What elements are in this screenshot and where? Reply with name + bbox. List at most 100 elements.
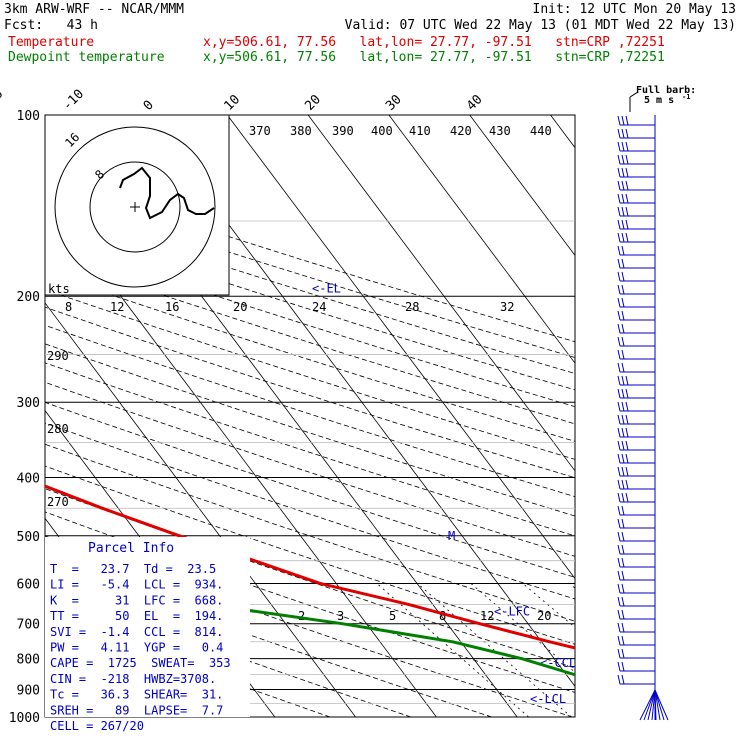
wind-barb-feather <box>621 596 625 607</box>
mixing-ratio-line <box>417 583 572 717</box>
wind-barb-feather <box>617 362 621 373</box>
wind-barb-surface <box>647 689 656 721</box>
wind-barbs <box>617 115 669 721</box>
wind-barb-feather <box>621 375 625 386</box>
wind-barb-feather <box>621 492 625 503</box>
parcel-info-row: LI = -5.4 LCL = 934. <box>50 578 223 592</box>
theta-label: 420 <box>450 124 472 138</box>
wind-barb-feather <box>621 661 625 672</box>
wind-barb-surface <box>654 689 669 721</box>
parcel-info-title: Parcel Info <box>88 541 174 556</box>
wind-barb-feather <box>621 115 625 126</box>
wind-barb-feather <box>617 622 621 633</box>
wind-barb-feather <box>621 245 625 256</box>
wind-barb-feather <box>617 674 621 685</box>
level-marker: <-EL <box>312 281 341 295</box>
wind-barb-feather <box>617 453 621 464</box>
parcel-info-row: T = 23.7 Td = 23.5 <box>50 562 216 576</box>
wind-barb-feather <box>621 674 625 685</box>
wind-speed-label: 24 <box>312 300 326 314</box>
wind-barb-feather <box>621 440 625 451</box>
wind-barb-feather <box>625 232 629 243</box>
hodograph-ring-8 <box>89 161 181 253</box>
temperature-tick-label: 30 <box>383 92 405 114</box>
wind-speed-label: 32 <box>500 300 514 314</box>
level-marker: M <box>448 529 455 543</box>
wind-barb-feather <box>617 466 621 477</box>
theta-label: 390 <box>332 124 354 138</box>
wind-barb-feather <box>621 557 625 568</box>
wind-barb-feather <box>625 414 629 425</box>
theta-label: 400 <box>371 124 393 138</box>
wind-barb-feather <box>621 622 625 633</box>
wind-barb-feather <box>617 154 621 165</box>
level-marker: <-LCL <box>530 692 566 706</box>
theta-labels: 370 380 390 400 410 420 430 440 <box>249 124 552 138</box>
wind-speed-label: 12 <box>110 300 124 314</box>
parcel-info-row: SREH = 89 LAPSE= 7.7 <box>50 703 223 717</box>
mixing-ratio-line <box>631 583 740 717</box>
pressure-tick-label: 800 <box>17 653 40 668</box>
temperature-tick-label: 20 <box>302 92 324 114</box>
wind-barb-feather <box>625 440 629 451</box>
isotherm <box>45 302 356 717</box>
wind-barb-feather <box>625 115 629 126</box>
wind-speed-label: 8 <box>65 300 72 314</box>
wind-barb-feather <box>621 401 625 412</box>
wind-barb-feather <box>625 193 629 204</box>
wind-barb-feather <box>621 635 625 646</box>
wind-barb-feather <box>621 570 625 581</box>
wind-barb-feather <box>617 635 621 646</box>
wind-barb-feather <box>621 284 625 295</box>
wind-barb-feather <box>625 128 629 139</box>
wind-barb-surface <box>643 689 656 721</box>
wind-barb-feather <box>621 258 625 269</box>
wind-barb-feather <box>625 154 629 165</box>
wind-barb-feather <box>625 141 629 152</box>
isentrope-label-290: 290 <box>47 349 69 363</box>
isotherm <box>388 115 575 364</box>
parcel-info-row: PW = 4.11 YGP = 0.4 <box>50 641 223 655</box>
temperature-tick-label: 40 <box>464 92 486 114</box>
wind-barb-feather <box>621 128 625 139</box>
wind-barb-surface <box>639 689 656 721</box>
wind-barb-feather <box>617 531 621 542</box>
temperature-legend-label: Temperature <box>8 35 95 50</box>
wind-barb-feather <box>617 596 621 607</box>
wind-barb-feather <box>617 570 621 581</box>
wind-speed-label: 28 <box>405 300 419 314</box>
barb-legend-flag <box>629 91 639 98</box>
hodograph-trace <box>119 166 215 220</box>
wind-barb-feather <box>617 115 621 126</box>
mixing-ratio-label: 20 <box>537 609 551 623</box>
temperature-tick-label: 0 <box>141 98 157 114</box>
valid-time: Valid: 07 UTC Wed 22 May 13 (01 MDT Wed … <box>344 18 736 33</box>
temperature-tick-label: 10 <box>222 92 244 114</box>
pressure-tick-label: 500 <box>17 530 40 545</box>
wind-barb-feather <box>625 427 629 438</box>
wind-barb-feather <box>617 401 621 412</box>
wind-barb-feather <box>617 505 621 516</box>
wind-barb-surface <box>654 689 665 721</box>
theta-label: 430 <box>489 124 511 138</box>
wind-barb-feather <box>617 245 621 256</box>
init-time: Init: 12 UTC Mon 20 May 13 <box>532 2 737 17</box>
wind-barb-feather <box>617 206 621 217</box>
wind-barb-feather <box>621 271 625 282</box>
wind-barb-feather <box>625 492 629 503</box>
wind-barb-feather <box>621 388 625 399</box>
wind-barb-feather <box>621 518 625 529</box>
wind-barb-feather <box>621 544 625 555</box>
theta-label: 380 <box>290 124 312 138</box>
wind-barb-surface <box>654 689 661 721</box>
wind-barb-feather <box>625 219 629 230</box>
parcel-info-row: TT = 50 EL = 194. <box>50 609 223 623</box>
mixing-ratio-label: 12 <box>480 609 494 623</box>
mixing-ratio-label: 5 <box>389 609 396 623</box>
pressure-tick-label: 1000 <box>9 711 40 726</box>
theta-label: 370 <box>249 124 271 138</box>
wind-barb-feather <box>621 206 625 217</box>
level-marker: <-LFC <box>494 605 530 619</box>
wind-barb-feather <box>625 180 629 191</box>
